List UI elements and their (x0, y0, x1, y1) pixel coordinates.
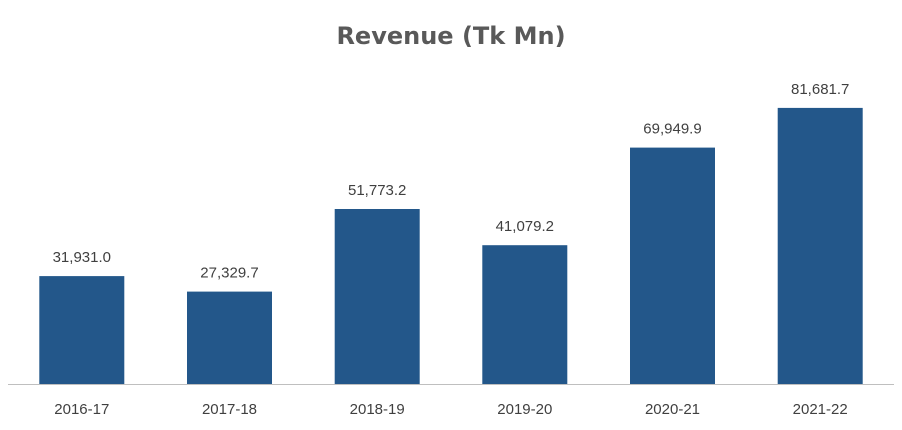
data-label-2021-22: 81,681.7 (791, 81, 849, 98)
data-labels-layer: 31,931.0 27,329.7 51,773.2 41,079.2 69,949.9… (53, 81, 850, 282)
bar-2020-21 (630, 147, 715, 384)
data-label-2020-21: 69,949.9 (643, 121, 701, 138)
data-label-2019-20: 41,079.2 (496, 218, 554, 235)
bars-layer (39, 107, 863, 385)
data-label-2017-18: 27,329.7 (200, 265, 258, 282)
x-tick-label-2018-19: 2018-19 (350, 401, 405, 418)
bar-2019-20 (482, 245, 568, 384)
bar-2018-19 (334, 209, 420, 384)
x-tick-label-2021-22: 2021-22 (793, 401, 848, 418)
bar-2016-17 (39, 276, 125, 384)
chart-title: Revenue (Tk Mn) (336, 22, 566, 50)
x-tick-label-2020-21: 2020-21 (645, 401, 700, 418)
data-label-2018-19: 51,773.2 (348, 182, 406, 199)
bar-2017-18 (187, 291, 272, 384)
x-tick-label-2017-18: 2017-18 (202, 401, 257, 418)
x-tick-labels-layer: 2016-17 2017-18 2018-19 2019-20 2020-21 2021-… (54, 401, 847, 418)
data-label-2016-17: 31,931.0 (53, 249, 111, 266)
x-tick-label-2016-17: 2016-17 (54, 401, 109, 418)
x-tick-label-2019-20: 2019-20 (497, 401, 552, 418)
bar-2021-22 (777, 107, 863, 385)
